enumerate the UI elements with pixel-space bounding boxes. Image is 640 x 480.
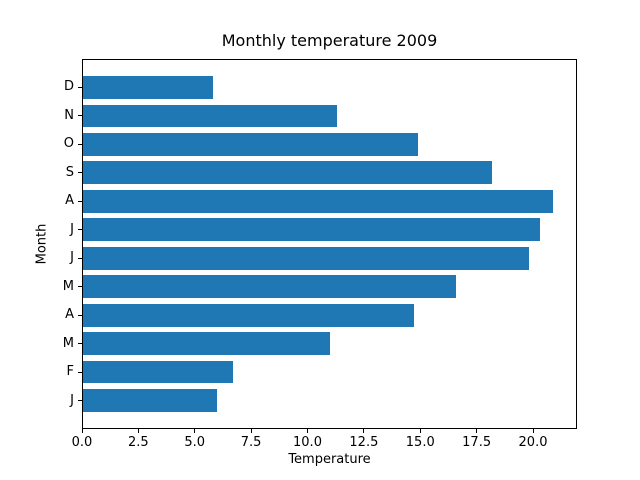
bar-month-6 (82, 218, 540, 242)
x-axis-label: Temperature (288, 452, 371, 467)
y-tick-label: F (66, 364, 74, 380)
y-tick-label: O (63, 136, 74, 152)
y-tick-label: N (64, 107, 74, 123)
y-tick-mark (78, 200, 82, 202)
x-tick-label: 12.5 (349, 435, 379, 450)
x-tick-mark (363, 429, 365, 433)
y-tick-label: D (63, 79, 74, 95)
x-tick-mark (419, 429, 421, 433)
bar-month-2 (82, 332, 331, 355)
y-tick-label: M (62, 335, 74, 351)
chart-title: Monthly temperature 2009 (221, 31, 438, 50)
y-tick-mark (78, 115, 82, 117)
bar-month-1 (82, 360, 234, 384)
x-tick-label: 0.0 (71, 435, 93, 450)
y-tick-mark (78, 314, 82, 316)
x-tick-label: 15.0 (405, 435, 435, 450)
y-tick-label: J (70, 221, 74, 237)
bar-month-7 (82, 189, 554, 213)
bar-month-4 (82, 275, 457, 299)
bar-month-3 (82, 303, 414, 327)
y-tick-label: J (70, 250, 74, 266)
x-tick-mark (307, 429, 308, 433)
y-tick-mark (78, 229, 82, 231)
y-tick-mark (78, 286, 82, 288)
y-tick-mark (78, 172, 82, 174)
y-tick-label: A (65, 307, 74, 323)
bar-month-10 (82, 104, 337, 128)
bar-month-11 (82, 76, 213, 99)
x-tick-label: 10.0 (293, 435, 322, 450)
x-tick-mark (532, 429, 534, 433)
y-tick-label: S (65, 164, 74, 180)
x-tick-mark (476, 429, 478, 433)
x-tick-label: 5.0 (184, 435, 206, 450)
y-tick-label: M (62, 278, 74, 294)
x-tick-label: 7.5 (240, 435, 262, 450)
x-tick-mark (250, 429, 252, 433)
y-tick-mark (78, 343, 82, 345)
y-tick-mark (78, 257, 82, 259)
y-tick-label: A (65, 193, 74, 209)
plot-area (82, 59, 577, 429)
bar-month-9 (82, 133, 418, 156)
bar-month-8 (82, 161, 493, 185)
y-tick-mark (78, 86, 82, 88)
x-tick-label: 20.0 (518, 435, 548, 450)
bar-month-0 (82, 389, 218, 412)
x-tick-label: 2.5 (128, 435, 149, 450)
x-tick-mark (194, 429, 196, 433)
y-tick-label: J (70, 392, 74, 408)
x-tick-label: 17.5 (462, 435, 492, 450)
bar-month-5 (82, 246, 529, 270)
y-tick-mark (78, 143, 82, 145)
x-tick-mark (81, 429, 83, 433)
y-tick-mark (78, 400, 82, 402)
y-tick-mark (78, 371, 82, 373)
x-tick-mark (137, 429, 139, 433)
